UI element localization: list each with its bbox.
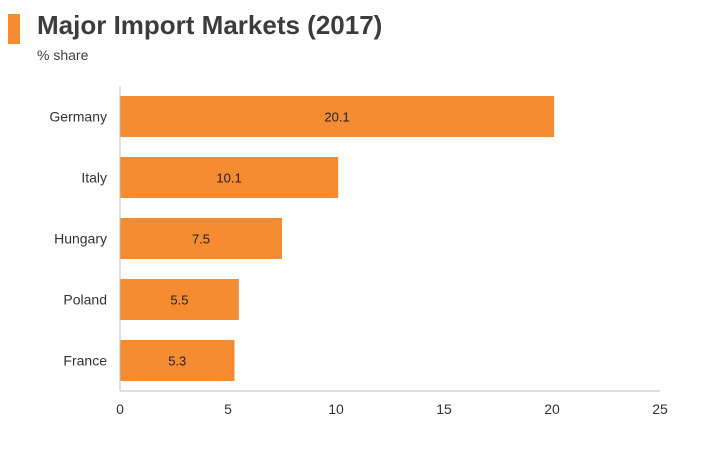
category-label-germany: Germany (49, 109, 107, 125)
value-label-poland: 5.5 (170, 293, 188, 308)
x-tick-label-5: 5 (224, 401, 232, 417)
title-accent-bar (8, 14, 20, 44)
bars-layer (120, 96, 555, 381)
x-tick-label-10: 10 (328, 401, 344, 417)
chart-title: Major Import Markets (2017) (37, 10, 383, 40)
x-tick-label-15: 15 (436, 401, 452, 417)
category-label-france: France (63, 353, 107, 369)
category-label-poland: Poland (63, 292, 107, 308)
value-label-hungary: 7.5 (192, 232, 210, 247)
value-label-germany: 20.1 (324, 110, 349, 125)
x-tick-label-20: 20 (544, 401, 560, 417)
value-label-france: 5.3 (168, 354, 186, 369)
x-tick-label-25: 25 (652, 401, 668, 417)
category-label-hungary: Hungary (54, 231, 107, 247)
category-label-italy: Italy (81, 170, 107, 186)
bar-france (120, 340, 235, 381)
x-tick-label-0: 0 (116, 401, 124, 417)
bar-italy (120, 157, 339, 198)
bar-poland (120, 279, 239, 320)
chart-subtitle: % share (37, 47, 89, 63)
value-label-italy: 10.1 (216, 171, 241, 186)
bar-germany (120, 96, 555, 137)
axes-layer (119, 86, 660, 392)
bar-hungary (120, 218, 282, 259)
labels-layer: 20.1 Germany 10.1 Italy 7.5 Hungary 5.5 Poland 5… (49, 109, 668, 418)
